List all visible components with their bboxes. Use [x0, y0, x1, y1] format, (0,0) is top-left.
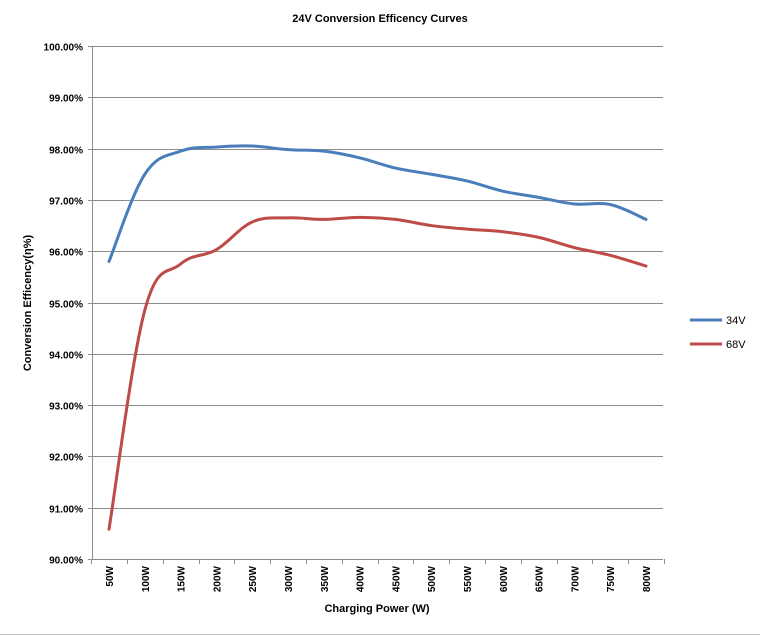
series-lines	[107, 144, 648, 531]
data-point-68v	[179, 263, 182, 266]
data-point-68v	[394, 218, 397, 221]
data-point-34v	[322, 150, 325, 153]
data-point-34v	[609, 203, 612, 206]
x-tick-label: 300W	[284, 565, 295, 592]
data-point-68v	[466, 228, 469, 231]
y-tick-label: 93.00%	[49, 402, 83, 413]
x-tick-label: 600W	[499, 565, 510, 592]
data-point-68v	[573, 246, 576, 249]
x-tick-label: 200W	[212, 565, 223, 592]
y-tick-label: 97.00%	[49, 197, 83, 208]
x-tick-label: 400W	[356, 565, 367, 592]
x-tick-label: 150W	[177, 565, 188, 592]
data-point-34v	[645, 218, 648, 221]
y-tick-label: 94.00%	[49, 351, 83, 362]
x-axis-tick-labels: 50W 100W 150W 200W 250W 300W 350W 400W 450W 500W 5…	[105, 565, 653, 592]
data-point-68v	[609, 254, 612, 257]
data-point-34v	[287, 148, 290, 151]
data-point-34v	[501, 190, 504, 193]
x-tick-label: 450W	[391, 565, 402, 592]
legend-label-34v: 34V	[726, 315, 746, 327]
data-point-34v	[394, 167, 397, 170]
x-tick-label: 650W	[535, 565, 546, 592]
data-point-34v	[358, 156, 361, 159]
chart-title: 24V Conversion Efficency Curves	[292, 13, 467, 25]
data-point-34v	[143, 173, 146, 176]
series-line-34v	[107, 144, 648, 263]
data-point-68v	[287, 216, 290, 219]
y-tick-label: 98.00%	[49, 146, 83, 157]
data-point-34v	[215, 146, 218, 149]
legend-label-68v: 68V	[726, 339, 746, 351]
x-tick-label: 550W	[463, 565, 474, 592]
data-point-34v	[466, 179, 469, 182]
x-tick-label: 800W	[642, 565, 653, 592]
data-point-68v	[251, 220, 254, 223]
y-tick-label: 91.00%	[49, 505, 83, 516]
legend: 34V 68V	[690, 315, 746, 351]
x-tick-label: 250W	[248, 565, 259, 592]
data-point-34v	[537, 196, 540, 199]
y-tick-label: 99.00%	[49, 94, 83, 105]
x-tick-label: 100W	[141, 565, 152, 592]
axes	[88, 46, 665, 564]
data-point-34v	[108, 260, 111, 263]
data-point-68v	[215, 248, 218, 251]
x-tick-label: 500W	[427, 565, 438, 592]
y-tick-label: 95.00%	[49, 300, 83, 311]
data-point-34v	[573, 203, 576, 206]
x-tick-label: 350W	[320, 565, 331, 592]
y-axis-title: Conversion Efficency(η%)	[22, 235, 34, 372]
data-point-68v	[358, 216, 361, 219]
y-tick-label: 100.00%	[44, 43, 84, 54]
gridlines	[92, 46, 663, 560]
y-tick-label: 96.00%	[49, 248, 83, 259]
x-axis-title: Charging Power (W)	[324, 603, 429, 615]
data-point-68v	[143, 309, 146, 312]
data-point-68v	[501, 230, 504, 233]
data-point-68v	[537, 236, 540, 239]
y-tick-label: 92.00%	[49, 453, 83, 464]
y-axis-tick-labels: 90.00% 91.00% 92.00% 93.00% 94.00% 95.00% 96.0…	[44, 43, 84, 567]
data-point-34v	[251, 145, 254, 148]
data-point-68v	[108, 528, 111, 531]
x-tick-label: 50W	[105, 565, 116, 586]
y-tick-label: 90.00%	[49, 556, 83, 567]
series-line-68v	[107, 215, 648, 531]
x-tick-label: 700W	[570, 565, 581, 592]
data-point-68v	[430, 224, 433, 227]
data-point-68v	[645, 265, 648, 268]
data-point-34v	[179, 150, 182, 153]
x-tick-label: 750W	[606, 565, 617, 592]
data-point-68v	[322, 218, 325, 221]
data-point-34v	[430, 173, 433, 176]
